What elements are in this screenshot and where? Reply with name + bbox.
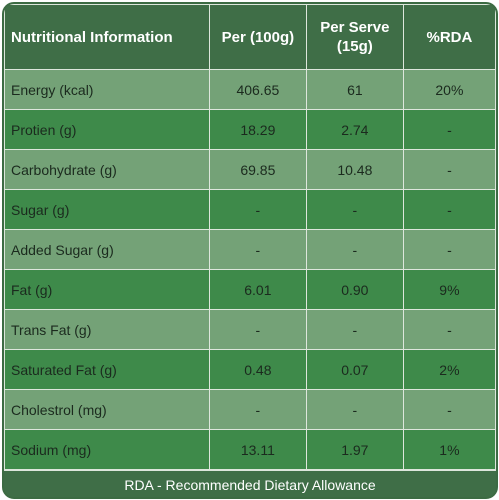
row-label: Protien (g) bbox=[4, 109, 210, 150]
per-100g-value: 0.48 bbox=[208, 349, 307, 390]
per-serve-value: 61 bbox=[305, 69, 404, 110]
row-label: Added Sugar (g) bbox=[4, 229, 210, 270]
table-row: Energy (kcal) 406.65 61 20% bbox=[4, 69, 496, 110]
table-row: Added Sugar (g) - - - bbox=[4, 229, 496, 270]
table-row: Sugar (g) - - - bbox=[4, 189, 496, 230]
per-100g-value: 406.65 bbox=[208, 69, 307, 110]
per-100g-value: - bbox=[208, 229, 307, 270]
table-row: Carbohydrate (g) 69.85 10.48 - bbox=[4, 149, 496, 190]
rda-value: - bbox=[402, 309, 496, 350]
per-100g-value: 69.85 bbox=[208, 149, 307, 190]
per-serve-value: 2.74 bbox=[305, 109, 404, 150]
per-serve-value: - bbox=[305, 229, 404, 270]
header-rda: %RDA bbox=[402, 4, 496, 70]
row-label: Fat (g) bbox=[4, 269, 210, 310]
per-100g-value: - bbox=[208, 189, 307, 230]
rda-value: - bbox=[402, 109, 496, 150]
per-serve-value: 0.07 bbox=[305, 349, 404, 390]
row-label: Sugar (g) bbox=[4, 189, 210, 230]
row-label: Sodium (mg) bbox=[4, 429, 210, 470]
per-100g-value: 6.01 bbox=[208, 269, 307, 310]
row-label: Saturated Fat (g) bbox=[4, 349, 210, 390]
row-label: Trans Fat (g) bbox=[4, 309, 210, 350]
row-label: Energy (kcal) bbox=[4, 69, 210, 110]
rda-value: 20% bbox=[402, 69, 496, 110]
rda-value: 2% bbox=[402, 349, 496, 390]
table-row: Fat (g) 6.01 0.90 9% bbox=[4, 269, 496, 310]
header-per-100g: Per (100g) bbox=[208, 4, 307, 70]
rda-value: 1% bbox=[402, 429, 496, 470]
row-label: Cholestrol (mg) bbox=[4, 389, 210, 430]
per-serve-value: 10.48 bbox=[305, 149, 404, 190]
rda-value: - bbox=[402, 229, 496, 270]
row-label: Carbohydrate (g) bbox=[4, 149, 210, 190]
header-row: Nutritional Information Per (100g) Per S… bbox=[4, 4, 496, 70]
per-serve-value: - bbox=[305, 309, 404, 350]
per-100g-value: - bbox=[208, 389, 307, 430]
nutrition-table: Nutritional Information Per (100g) Per S… bbox=[4, 4, 496, 470]
rda-value: - bbox=[402, 389, 496, 430]
rda-value: - bbox=[402, 149, 496, 190]
per-serve-value: 0.90 bbox=[305, 269, 404, 310]
rda-value: - bbox=[402, 189, 496, 230]
table-row: Cholestrol (mg) - - - bbox=[4, 389, 496, 430]
per-100g-value: - bbox=[208, 309, 307, 350]
per-serve-value: - bbox=[305, 189, 404, 230]
header-nutritional-information: Nutritional Information bbox=[4, 4, 210, 70]
per-100g-value: 18.29 bbox=[208, 109, 307, 150]
per-serve-value: - bbox=[305, 389, 404, 430]
rda-value: 9% bbox=[402, 269, 496, 310]
header-per-serve: Per Serve (15g) bbox=[305, 4, 404, 70]
per-serve-value: 1.97 bbox=[305, 429, 404, 470]
table-row: Trans Fat (g) - - - bbox=[4, 309, 496, 350]
per-100g-value: 13.11 bbox=[208, 429, 307, 470]
table-row: Sodium (mg) 13.11 1.97 1% bbox=[4, 429, 496, 470]
table-row: Protien (g) 18.29 2.74 - bbox=[4, 109, 496, 150]
rda-footnote: RDA - Recommended Dietary Allowance bbox=[4, 470, 496, 497]
table-row: Saturated Fat (g) 0.48 0.07 2% bbox=[4, 349, 496, 390]
